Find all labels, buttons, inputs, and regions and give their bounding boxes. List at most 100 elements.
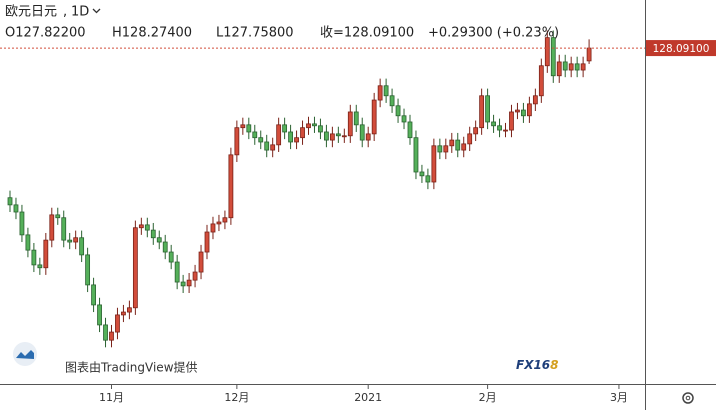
tradingview-watermark: 图表由TradingView提供 xyxy=(13,342,198,375)
candle-body xyxy=(258,137,264,143)
candle-body xyxy=(246,124,252,133)
candle-body xyxy=(198,251,204,273)
candle-body xyxy=(156,237,162,243)
candle-body xyxy=(485,95,491,123)
candle-body xyxy=(144,224,150,231)
candle-body xyxy=(556,61,562,77)
candle-body xyxy=(282,124,288,133)
candle-body xyxy=(335,133,341,137)
candle-body xyxy=(121,311,126,316)
candle-body xyxy=(79,237,85,256)
ohlc-legend-item: 收=128.09100 xyxy=(320,26,414,41)
candle-body xyxy=(515,109,520,113)
candle-body xyxy=(37,264,43,269)
gear-icon[interactable] xyxy=(682,392,694,404)
candle-body xyxy=(97,304,102,326)
candle-body xyxy=(532,95,538,105)
interval-dropdown-icon[interactable] xyxy=(92,8,101,14)
candle-body xyxy=(13,204,19,213)
candle-body xyxy=(216,221,222,225)
candle-body xyxy=(73,237,79,243)
candle-body xyxy=(31,249,37,266)
candle-body xyxy=(19,211,25,236)
candle-body xyxy=(467,133,473,145)
candle-body xyxy=(186,279,192,287)
separator: , xyxy=(63,5,67,20)
candle-body xyxy=(401,115,407,123)
x-tick-label: 2021 xyxy=(354,391,382,404)
x-tick-label: 12月 xyxy=(224,391,249,404)
candle-body xyxy=(103,324,108,341)
candle-body xyxy=(180,281,186,287)
candle-body xyxy=(329,133,335,141)
candle-body xyxy=(168,251,174,263)
candle-body xyxy=(43,239,49,269)
candle-body xyxy=(252,131,258,139)
candle-body xyxy=(67,239,73,243)
candle-body xyxy=(61,217,67,241)
watermark-icon xyxy=(13,342,37,366)
candle-body xyxy=(162,241,168,253)
candle-body xyxy=(25,234,31,251)
candle-body xyxy=(580,63,586,71)
plot-area xyxy=(7,30,592,348)
candle-body xyxy=(85,254,91,286)
candle-body xyxy=(150,229,156,239)
last-price-badge xyxy=(646,40,716,57)
last-price-label: 128.09100 xyxy=(653,43,710,55)
candle-body xyxy=(318,125,323,133)
candle-body xyxy=(127,307,132,313)
candle-body xyxy=(544,37,550,67)
x-tick-label: 11月 xyxy=(99,391,124,404)
logo: FX168 xyxy=(516,358,559,372)
candle-body xyxy=(574,63,580,71)
candle-body xyxy=(455,139,461,151)
candle-body xyxy=(479,95,485,129)
candle-body xyxy=(503,129,508,132)
candle-body xyxy=(210,223,216,233)
candle-body xyxy=(431,145,437,183)
candle-body xyxy=(443,145,449,153)
chart-title: 欧元日元 xyxy=(5,5,57,20)
candle-body xyxy=(306,123,311,129)
candle-body xyxy=(425,175,431,183)
candle-body xyxy=(497,125,502,131)
interval[interactable]: 1D xyxy=(71,5,89,20)
candle-body xyxy=(395,105,401,117)
candle-body xyxy=(407,121,413,139)
candle-body xyxy=(174,261,180,283)
candle-body xyxy=(359,124,365,141)
candle-body xyxy=(240,124,246,129)
candle-body xyxy=(449,139,455,147)
candle-body xyxy=(550,37,556,77)
candle-body xyxy=(538,65,544,97)
candle-body xyxy=(473,127,479,135)
candle-body xyxy=(324,131,329,141)
x-tick-label: 2月 xyxy=(479,391,497,404)
candle-body xyxy=(526,103,532,117)
candle-body xyxy=(228,154,234,219)
candle-body xyxy=(347,111,353,137)
candle-body xyxy=(270,144,276,151)
candle-body xyxy=(353,111,359,126)
watermark-icon-shape xyxy=(16,350,34,359)
candle-body xyxy=(562,61,568,71)
candle-body xyxy=(371,99,377,135)
ohlc-legend-item: L127.75800 xyxy=(216,26,294,41)
candle-body xyxy=(288,131,293,143)
candle-body xyxy=(132,227,138,309)
candle-body xyxy=(294,137,299,143)
x-tick-label: 3月 xyxy=(610,391,628,404)
logo-accent: 8 xyxy=(550,358,558,372)
candle-body xyxy=(300,127,305,139)
candle-body xyxy=(115,314,120,333)
candle-body xyxy=(222,217,228,223)
candle-body xyxy=(389,95,395,107)
candle-body xyxy=(413,137,419,173)
settings-button[interactable] xyxy=(682,392,694,404)
ohlc-legend-item: O127.82200 xyxy=(5,26,86,41)
gear-center[interactable] xyxy=(685,395,691,401)
candle-body xyxy=(509,111,514,131)
candle-body xyxy=(7,197,13,206)
